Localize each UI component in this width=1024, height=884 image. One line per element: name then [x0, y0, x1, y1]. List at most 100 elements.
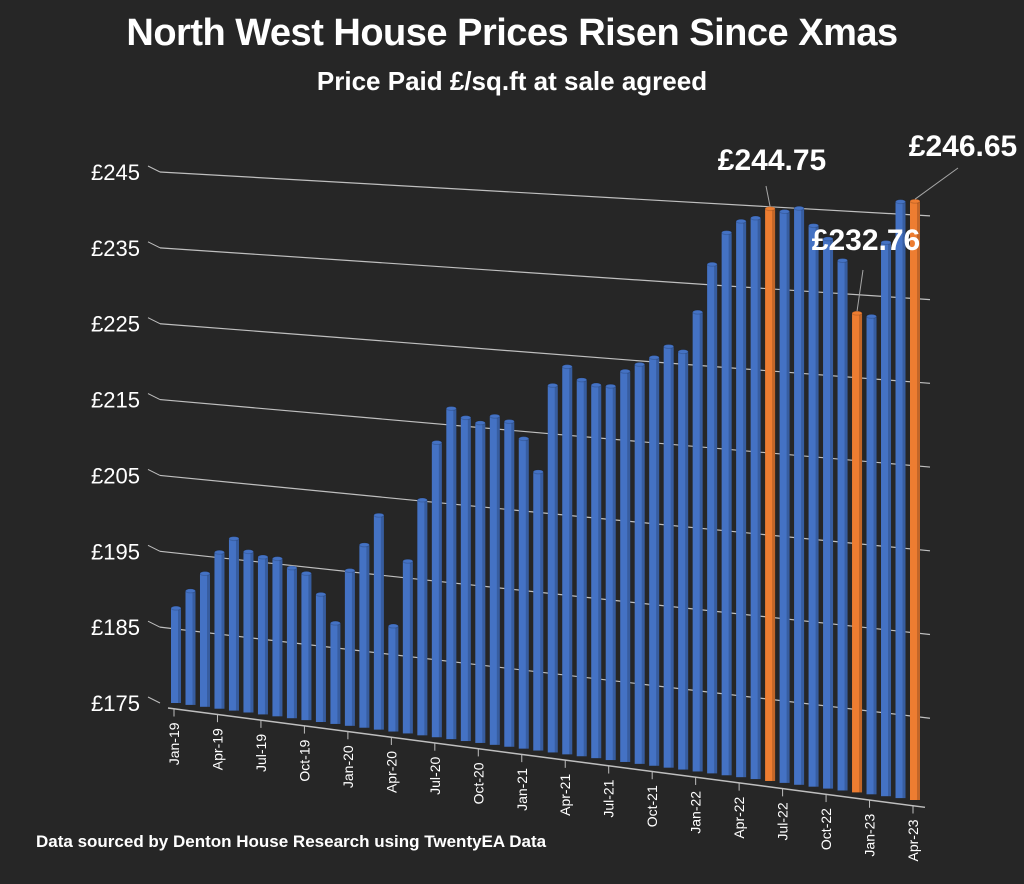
y-axis-labels: £175 £185 £195 £205 £215 £225 £235 £245	[91, 160, 140, 716]
bar	[489, 413, 501, 745]
bar	[634, 361, 646, 764]
bar	[590, 382, 602, 759]
bar	[532, 469, 544, 751]
y-tick-label: £245	[91, 160, 140, 185]
gridline	[159, 171, 931, 217]
bar	[648, 354, 660, 766]
bar	[460, 415, 472, 742]
x-tick-label: Jan-19	[166, 722, 182, 765]
x-tick-label: Apr-19	[209, 728, 225, 770]
bar	[199, 571, 211, 707]
bar	[822, 236, 834, 789]
y-tick-label: £215	[91, 388, 140, 413]
source-note: Data sourced by Denton House Research us…	[36, 832, 547, 851]
bar	[706, 261, 718, 774]
bar	[315, 591, 327, 723]
bar	[474, 420, 486, 743]
data-label: £246.65	[909, 130, 1017, 163]
bar-highlight	[909, 198, 921, 801]
bar	[663, 343, 675, 768]
bar	[358, 542, 370, 728]
x-tick-label: Jan-22	[688, 791, 704, 834]
gridline-tick	[147, 468, 161, 476]
bar	[837, 257, 849, 791]
bars	[170, 198, 921, 801]
x-axis-labels: Jan-19 Apr-19 Jul-19 Oct-19 Jan-20 Apr-20 Jul-…	[166, 722, 921, 861]
bar	[286, 565, 298, 719]
x-tick-label: Jul-22	[775, 802, 791, 840]
leader-line	[914, 167, 959, 200]
bar	[692, 309, 704, 772]
x-tick-label: Jan-23	[862, 814, 878, 857]
bar	[271, 556, 283, 717]
y-tick-label: £175	[91, 691, 140, 716]
bar	[518, 436, 530, 749]
bar	[329, 620, 341, 724]
bar	[895, 199, 907, 799]
gridline-tick	[147, 544, 161, 552]
bar	[373, 512, 385, 730]
bar	[619, 368, 631, 762]
bar	[242, 549, 254, 713]
leader-line	[856, 269, 864, 312]
chart-subtitle: Price Paid £/sq.ft at sale agreed	[316, 66, 708, 96]
bar	[170, 605, 182, 703]
gridline-tick	[147, 696, 161, 704]
bar	[445, 405, 457, 740]
bar	[605, 383, 617, 761]
bar	[866, 313, 878, 795]
bar-highlight	[851, 310, 863, 793]
bar	[880, 239, 892, 797]
x-tick-label: Oct-20	[470, 762, 486, 804]
bar	[228, 536, 240, 711]
x-tick-label: Oct-22	[818, 808, 834, 850]
x-tick-label: Apr-21	[557, 774, 573, 816]
data-labels: £244.75 £232.76 £246.65	[718, 130, 1017, 312]
leader-line	[765, 185, 771, 207]
bar	[184, 588, 196, 705]
x-tick-label: Apr-22	[731, 796, 747, 838]
x-tick-label: Jan-20	[340, 745, 356, 788]
x-tick-label: Apr-23	[905, 819, 921, 861]
bar	[735, 218, 747, 778]
x-tick-label: Jan-21	[514, 768, 530, 811]
bar	[431, 440, 443, 738]
y-tick-label: £205	[91, 463, 140, 488]
bar	[503, 418, 515, 747]
bar	[387, 623, 399, 732]
bar	[779, 209, 791, 783]
bar	[721, 230, 733, 776]
y-tick-label: £235	[91, 236, 140, 261]
bar	[677, 349, 689, 770]
x-tick-label: Oct-19	[296, 739, 312, 781]
bar	[416, 497, 428, 736]
y-tick-label: £185	[91, 615, 140, 640]
x-tick-label: Oct-21	[644, 785, 660, 827]
y-tick-label: £225	[91, 312, 140, 337]
bar	[750, 215, 762, 780]
bar	[300, 570, 312, 721]
bar	[793, 205, 805, 785]
x-axis	[167, 707, 926, 814]
x-axis-line	[167, 707, 926, 809]
gridline-tick	[147, 241, 161, 249]
bar	[547, 382, 559, 753]
bar	[402, 558, 414, 734]
gridline-tick	[147, 165, 161, 173]
bar-highlight	[764, 206, 776, 781]
x-tick-label: Apr-20	[383, 751, 399, 793]
bar	[257, 554, 269, 715]
gridline-tick	[147, 393, 161, 401]
x-tick-label: Jul-19	[253, 734, 269, 772]
chart-title: North West House Prices Risen Since Xmas	[126, 12, 898, 54]
x-tick-label: Jul-20	[427, 757, 443, 795]
bar	[561, 364, 573, 755]
y-tick-label: £195	[91, 539, 140, 564]
bar	[808, 223, 820, 787]
gridline-tick	[147, 620, 161, 628]
data-label: £244.75	[718, 144, 826, 177]
bar	[576, 377, 588, 757]
bar	[213, 549, 225, 709]
gridline-tick	[147, 317, 161, 325]
